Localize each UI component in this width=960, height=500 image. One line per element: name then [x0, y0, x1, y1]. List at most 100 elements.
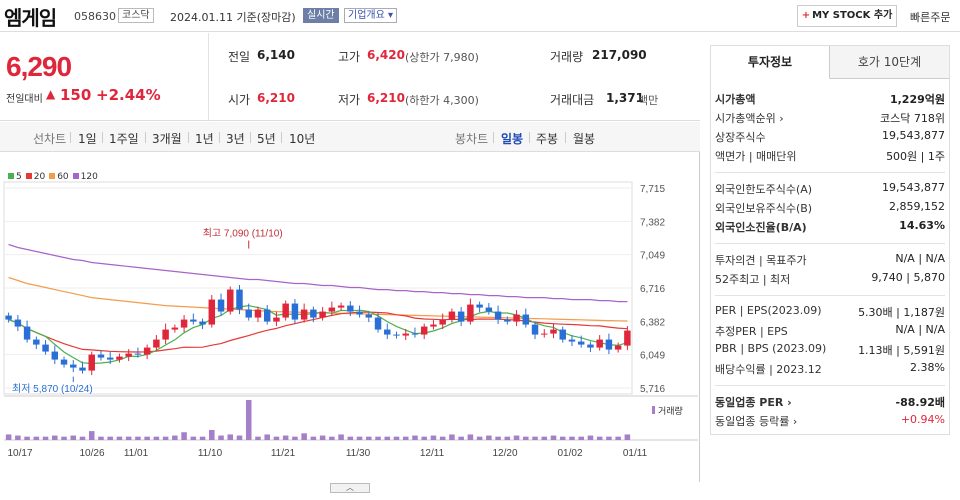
candle-body	[393, 334, 400, 336]
volume-bar	[532, 436, 538, 440]
chart-collapse-toggle[interactable]: ︿	[330, 483, 370, 493]
range-5y[interactable]: 5년	[257, 132, 276, 146]
volume-bar	[255, 436, 261, 440]
info-row-value: 5.30배 | 1,187원	[858, 306, 945, 319]
toolbar-separator	[219, 132, 220, 143]
volume-bar	[366, 436, 372, 440]
candle-body	[568, 339, 576, 342]
x-tick-label: 11/30	[346, 448, 371, 459]
company-overview-dropdown[interactable]: 기업개요 ▾	[344, 8, 397, 23]
candle-body	[356, 311, 363, 315]
quick-order-link[interactable]: 빠른주문	[910, 11, 951, 24]
period-weekly[interactable]: 주봉	[536, 132, 559, 146]
range-1d[interactable]: 1일	[78, 132, 97, 146]
add-mystock-button[interactable]: + MY STOCK 추가	[797, 5, 897, 27]
candle-body	[467, 304, 474, 322]
candle-body	[42, 344, 49, 352]
toolbar-separator	[102, 132, 103, 143]
volume-bar	[356, 436, 363, 440]
info-row-label[interactable]: 동일업종 PER ›	[715, 396, 792, 409]
candle-body	[14, 319, 22, 327]
low-label: 저가	[338, 93, 361, 107]
candle-body	[624, 330, 631, 346]
low-value: 6,210	[367, 91, 405, 105]
info-row-label: PBR | BPS (2023.09)	[715, 342, 827, 355]
info-row-value: +0.94%	[900, 413, 945, 426]
candle-body	[457, 311, 465, 322]
candle-body	[411, 333, 419, 335]
candle-body	[153, 339, 160, 348]
range-1w[interactable]: 1주일	[109, 132, 139, 146]
volume-bar	[292, 436, 298, 440]
range-1y[interactable]: 1년	[195, 132, 214, 146]
info-tabs: 투자정보 호가 10단계	[711, 46, 949, 79]
range-3y[interactable]: 3년	[226, 132, 245, 146]
legend-label: 20	[33, 172, 46, 182]
x-tick-label: 12/20	[492, 448, 517, 459]
realtime-badge[interactable]: 실시간	[303, 8, 339, 23]
volume-bar	[587, 435, 594, 440]
change-label: 전일대비	[6, 94, 43, 105]
volume-bar	[236, 435, 243, 440]
info-divider	[715, 295, 945, 296]
period-daily[interactable]: 일봉	[501, 132, 524, 146]
candle-body	[190, 319, 197, 322]
volume-bar	[624, 434, 631, 440]
volume-bar	[282, 435, 289, 440]
x-tick-label: 11/10	[198, 448, 223, 459]
info-row: 동일업종 등락률 › +0.94%	[715, 413, 945, 431]
y-tick-label: 7,049	[640, 251, 665, 262]
candle-chart-label[interactable]: 봉차트	[455, 132, 489, 146]
info-row-value: N/A | N/A	[895, 252, 945, 265]
volume-bar	[52, 435, 58, 440]
stock-chart[interactable]: 5 20 60 120 7,715 7,382 7,049 6,716 6,382 6,049 5…	[0, 152, 700, 482]
info-row: 액면가 | 매매단위 500원 | 1주	[715, 148, 945, 166]
x-tick-label: 01/11	[623, 448, 648, 459]
volume-legend-swatch	[652, 406, 655, 414]
candle-body	[485, 307, 493, 312]
info-row-value: 1.13배 | 5,591원	[858, 344, 945, 357]
candle-body	[291, 303, 299, 320]
range-3m[interactable]: 3개월	[152, 132, 182, 146]
open-label: 시가	[228, 93, 251, 107]
volume-bar	[70, 435, 77, 440]
candle-chart-svg[interactable]: 7,715 7,382 7,049 6,716 6,382 6,049 5,716 최고 7,…	[0, 152, 700, 482]
info-row-label: 상장주식수	[715, 131, 766, 144]
candle-body	[476, 304, 483, 308]
candle-body	[522, 314, 530, 325]
candle-body	[420, 326, 428, 335]
period-monthly[interactable]: 월봉	[573, 132, 596, 146]
range-10y[interactable]: 10년	[289, 132, 316, 146]
volume-bar	[107, 436, 113, 440]
tab-order-book[interactable]: 호가 10단계	[830, 46, 949, 79]
line-chart-label[interactable]: 선차트	[33, 132, 67, 146]
min-price-annotation: 최저 5,870 (10/24)	[12, 383, 93, 395]
volume-bar	[458, 436, 464, 440]
tab-investment-info[interactable]: 투자정보	[711, 46, 830, 79]
volume-bar	[24, 436, 30, 440]
x-tick-label: 01/02	[557, 448, 582, 459]
info-divider	[715, 172, 945, 173]
volume-bar	[172, 435, 178, 440]
info-row-label[interactable]: 시가총액순위 ›	[715, 112, 784, 125]
info-divider	[715, 385, 945, 386]
candle-body	[430, 324, 437, 327]
high-label: 고가	[338, 50, 361, 64]
candle-body	[605, 339, 613, 350]
info-row: 외국인보유주식수(B) 2,859,152	[715, 200, 945, 218]
info-row-label: 52주최고 | 최저	[715, 273, 791, 286]
volume-bar	[393, 436, 400, 440]
volume-bar	[190, 436, 197, 440]
volume-bar	[476, 436, 483, 440]
candle-body	[300, 309, 308, 320]
quote-date: 2024.01.11 기준(장마감)	[170, 11, 296, 24]
info-row-label: 외국인소진율(B/A)	[715, 221, 807, 234]
volume-bar	[559, 436, 566, 440]
chart-toolbar: 선차트 1일 1주일 3개월 1년 3년 5년 10년 봉차트 일봉 주봉 월봉	[0, 122, 700, 152]
max-price-annotation: 최고 7,090 (11/10)	[203, 228, 283, 240]
info-row-label[interactable]: 동일업종 등락률 ›	[715, 415, 798, 428]
x-tick-label: 12/11	[420, 448, 445, 459]
info-row-label: 외국인보유주식수(B)	[715, 202, 813, 215]
ma120-line	[8, 243, 628, 303]
candle-body	[439, 319, 446, 325]
